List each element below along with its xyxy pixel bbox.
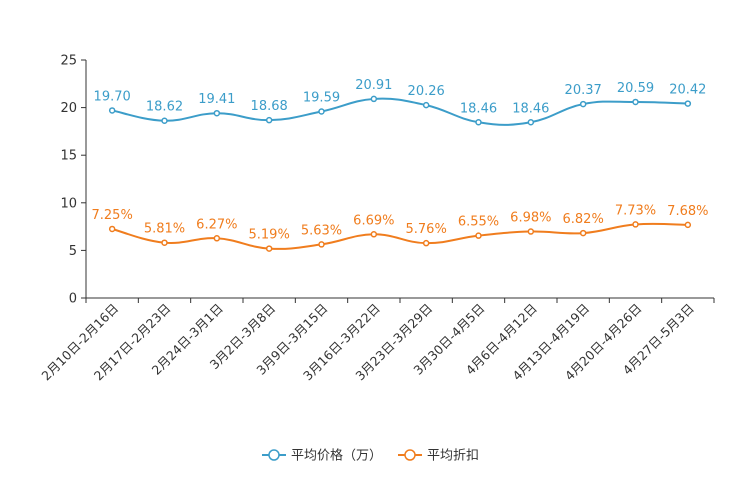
legend-marker-icon bbox=[404, 449, 416, 461]
data-point[interactable] bbox=[213, 235, 221, 242]
data-label: 7.68% bbox=[667, 204, 708, 219]
data-label: 6.98% bbox=[510, 211, 551, 226]
data-point[interactable] bbox=[265, 245, 273, 252]
legend[interactable]: 平均价格（万） 平均折扣 bbox=[262, 448, 479, 464]
data-label: 6.82% bbox=[563, 212, 604, 227]
data-point[interactable] bbox=[370, 231, 378, 238]
y-tick-label: 5 bbox=[69, 244, 77, 259]
data-point[interactable] bbox=[527, 119, 535, 126]
data-point[interactable] bbox=[370, 95, 378, 103]
legend-marker-icon bbox=[268, 449, 280, 461]
data-point[interactable] bbox=[527, 228, 535, 235]
data-label: 19.70 bbox=[94, 89, 131, 104]
y-tick-label: 0 bbox=[69, 292, 77, 307]
data-label: 20.59 bbox=[617, 81, 654, 96]
data-point[interactable] bbox=[632, 221, 639, 228]
data-point[interactable] bbox=[161, 117, 168, 124]
data-label: 20.37 bbox=[565, 83, 602, 98]
data-point[interactable] bbox=[422, 239, 430, 247]
data-label: 5.76% bbox=[406, 222, 447, 237]
data-label: 5.63% bbox=[301, 223, 342, 238]
data-point[interactable] bbox=[475, 232, 482, 239]
data-label: 7.25% bbox=[92, 208, 133, 223]
data-label: 20.42 bbox=[669, 83, 706, 98]
data-point[interactable] bbox=[108, 107, 116, 114]
data-point[interactable] bbox=[632, 98, 639, 106]
series-line-1 bbox=[111, 97, 688, 126]
data-label: 20.26 bbox=[408, 84, 445, 99]
data-point[interactable] bbox=[475, 119, 482, 126]
data-label: 6.27% bbox=[196, 217, 237, 232]
legend-item-1[interactable]: 平均价格（万） bbox=[262, 448, 382, 464]
data-label: 5.19% bbox=[249, 228, 290, 243]
data-label: 19.41 bbox=[198, 92, 235, 107]
y-tick-label: 20 bbox=[60, 101, 77, 116]
y-tick-label: 15 bbox=[60, 149, 77, 164]
legend-label: 平均价格（万） bbox=[291, 448, 382, 464]
data-point[interactable] bbox=[684, 100, 692, 107]
y-tick-label: 10 bbox=[60, 196, 77, 211]
data-label: 18.46 bbox=[460, 101, 497, 116]
data-point[interactable] bbox=[161, 239, 168, 246]
data-label: 18.46 bbox=[512, 101, 549, 116]
data-label: 18.62 bbox=[146, 100, 183, 115]
data-label: 6.69% bbox=[353, 213, 394, 228]
series-line-2 bbox=[111, 222, 688, 250]
data-label: 19.59 bbox=[303, 91, 340, 106]
data-point[interactable] bbox=[108, 225, 116, 233]
data-point[interactable] bbox=[422, 101, 430, 109]
data-label: 18.68 bbox=[251, 99, 288, 114]
data-labels: 19.70 18.62 19.41 18.68 19.59 20.91 20.26 18.46… bbox=[92, 78, 709, 243]
data-point[interactable] bbox=[318, 241, 325, 248]
y-tick-label: 25 bbox=[60, 54, 77, 69]
data-label: 7.73% bbox=[615, 203, 656, 218]
legend-item-2[interactable]: 平均折扣 bbox=[398, 449, 479, 464]
data-point[interactable] bbox=[579, 100, 587, 108]
series-layer bbox=[108, 95, 692, 252]
data-point[interactable] bbox=[213, 109, 221, 117]
data-point[interactable] bbox=[684, 221, 692, 229]
data-point[interactable] bbox=[265, 116, 273, 124]
legend-label: 平均折扣 bbox=[427, 449, 479, 464]
data-point[interactable] bbox=[579, 229, 587, 237]
data-label: 6.55% bbox=[458, 215, 499, 230]
data-point[interactable] bbox=[318, 108, 325, 115]
data-label: 5.81% bbox=[144, 222, 185, 237]
data-label: 20.91 bbox=[355, 78, 392, 93]
